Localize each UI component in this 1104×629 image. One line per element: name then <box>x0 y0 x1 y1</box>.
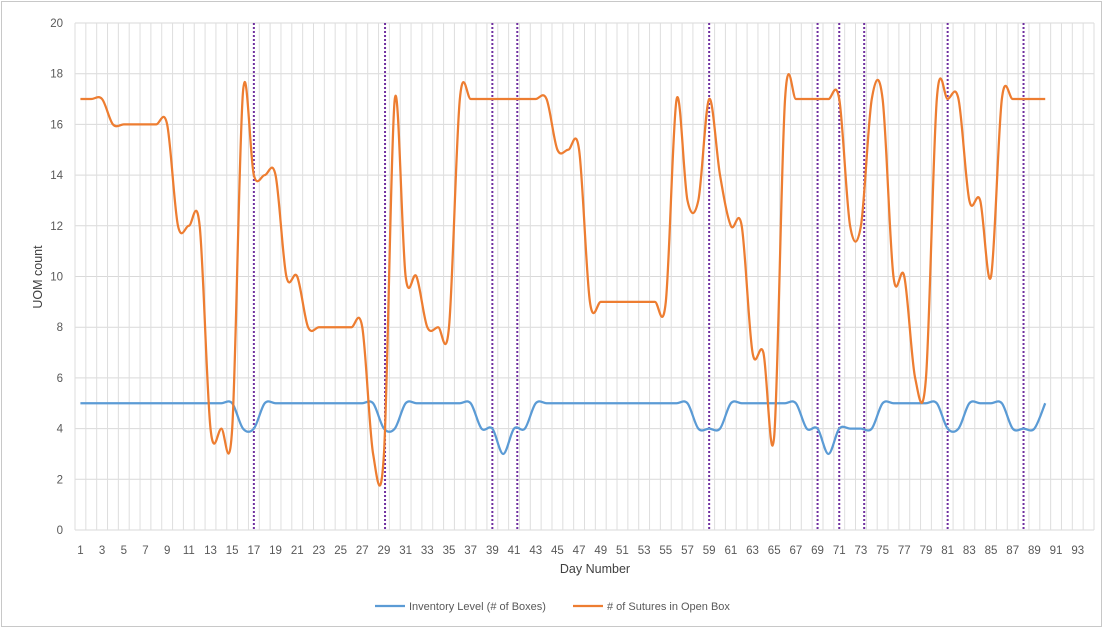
x-tick-label: 27 <box>356 545 369 557</box>
x-tick-label: 89 <box>1028 545 1041 557</box>
x-tick-label: 61 <box>724 545 737 557</box>
x-tick-label: 41 <box>508 545 521 557</box>
y-tick-label: 0 <box>57 525 63 537</box>
x-tick-label: 13 <box>204 545 217 557</box>
x-tick-label: 57 <box>681 545 694 557</box>
x-tick-label: 83 <box>963 545 976 557</box>
x-tick-label: 81 <box>941 545 954 557</box>
x-tick-label: 29 <box>378 545 391 557</box>
x-tick-label: 65 <box>768 545 781 557</box>
x-tick-label: 73 <box>855 545 868 557</box>
x-tick-label: 1 <box>77 545 83 557</box>
y-tick-label: 20 <box>50 18 63 30</box>
x-tick-label: 31 <box>399 545 412 557</box>
x-tick-label: 7 <box>142 545 148 557</box>
x-tick-label: 9 <box>164 545 170 557</box>
x-tick-label: 55 <box>659 545 672 557</box>
y-tick-label: 16 <box>50 119 63 131</box>
x-tick-label: 91 <box>1050 545 1063 557</box>
x-tick-label: 63 <box>746 545 759 557</box>
y-tick-label: 2 <box>57 474 63 486</box>
legend: Inventory Level (# of Boxes) # of Sutures… <box>375 601 730 613</box>
x-axis-tick-labels: 1 3 5 7 9 11 13 15 17 19 21 23 25 27 29 31 33 35 37 39 41 43 4… <box>77 545 1084 557</box>
y-tick-label: 4 <box>57 424 64 436</box>
x-tick-label: 77 <box>898 545 911 557</box>
x-tick-label: 39 <box>486 545 499 557</box>
legend-label: Inventory Level (# of Boxes) <box>409 601 546 613</box>
series-line-inventory-level <box>80 400 1047 456</box>
x-tick-label: 35 <box>443 545 456 557</box>
x-tick-label: 87 <box>1006 545 1019 557</box>
x-tick-label: 5 <box>121 545 127 557</box>
y-axis-tick-labels: 0 2 4 6 8 10 12 14 16 18 20 <box>50 18 63 537</box>
x-axis-title: Day Number <box>560 562 630 576</box>
x-tick-label: 69 <box>811 545 824 557</box>
x-tick-label: 23 <box>313 545 326 557</box>
x-tick-label: 15 <box>226 545 239 557</box>
y-tick-label: 18 <box>50 69 63 81</box>
x-tick-label: 47 <box>573 545 586 557</box>
x-tick-label: 93 <box>1071 545 1084 557</box>
y-tick-label: 6 <box>57 373 63 385</box>
x-tick-label: 33 <box>421 545 434 557</box>
x-tick-label: 45 <box>551 545 564 557</box>
y-tick-label: 8 <box>57 322 63 334</box>
x-tick-label: 67 <box>789 545 802 557</box>
x-tick-label: 49 <box>594 545 607 557</box>
x-tick-label: 21 <box>291 545 304 557</box>
grid-lines <box>74 22 1095 531</box>
x-tick-label: 79 <box>920 545 933 557</box>
x-tick-label: 71 <box>833 545 846 557</box>
y-tick-label: 12 <box>50 221 63 233</box>
x-tick-label: 3 <box>99 545 105 557</box>
x-tick-label: 75 <box>876 545 889 557</box>
y-axis-title: UOM count <box>31 245 45 309</box>
y-tick-label: 10 <box>50 272 63 284</box>
x-tick-label: 19 <box>269 545 282 557</box>
x-tick-label: 43 <box>529 545 542 557</box>
reorder-marker-lines <box>252 23 1025 530</box>
x-tick-label: 11 <box>183 545 195 557</box>
series-lines <box>80 73 1047 487</box>
y-tick-label: 14 <box>50 170 63 182</box>
x-tick-label: 53 <box>638 545 651 557</box>
x-tick-label: 17 <box>247 545 260 557</box>
x-tick-label: 59 <box>703 545 716 557</box>
x-tick-label: 51 <box>616 545 629 557</box>
legend-label: # of Sutures in Open Box <box>607 601 730 613</box>
series-line-sutures-open-box <box>80 73 1046 487</box>
x-tick-label: 85 <box>985 545 998 557</box>
x-tick-label: 25 <box>334 545 347 557</box>
x-tick-label: 37 <box>464 545 477 557</box>
